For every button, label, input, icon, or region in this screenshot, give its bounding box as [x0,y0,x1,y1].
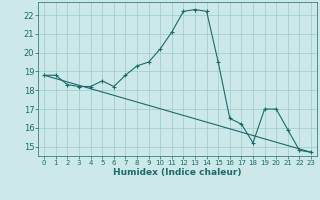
X-axis label: Humidex (Indice chaleur): Humidex (Indice chaleur) [113,168,242,177]
